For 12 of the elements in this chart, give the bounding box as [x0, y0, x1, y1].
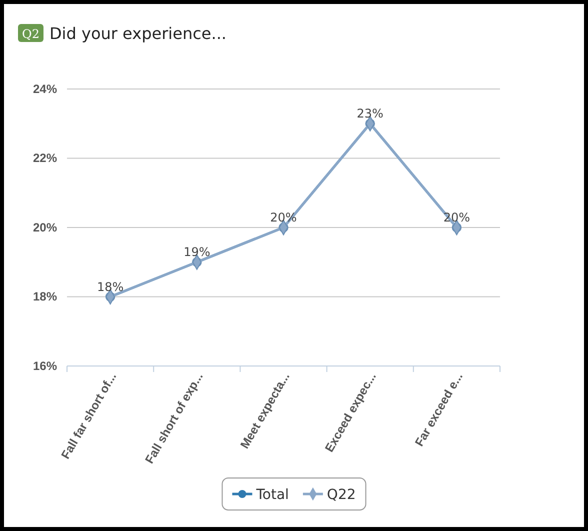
y-tick-label: 22% — [32, 151, 58, 166]
legend-label: Q22 — [326, 486, 356, 503]
legend-label: Total — [255, 486, 289, 503]
y-tick-label: 20% — [32, 220, 58, 234]
y-tick-label: 16% — [32, 358, 58, 373]
chart-title: Did your experience... — [49, 24, 226, 43]
data-label: 23% — [356, 106, 384, 121]
y-tick-label: 18% — [32, 290, 58, 304]
data-label: 19% — [184, 245, 210, 260]
data-label: 18% — [96, 280, 124, 294]
text: Q2 — [22, 27, 40, 41]
y-tick-label: 24% — [32, 82, 58, 96]
